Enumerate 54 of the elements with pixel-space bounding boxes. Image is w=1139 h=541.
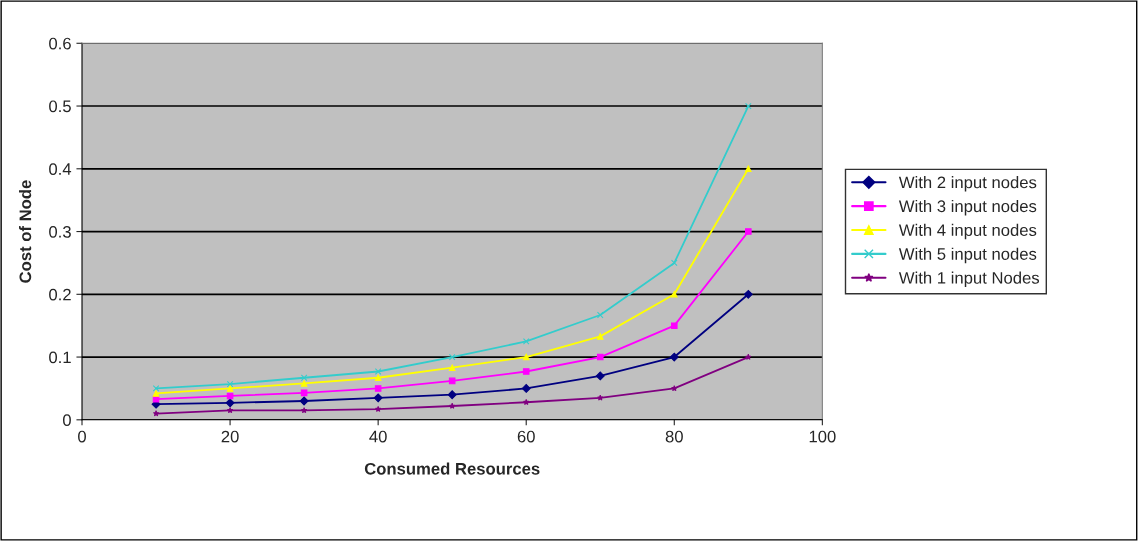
point: [522, 338, 530, 345]
point: [670, 322, 678, 329]
legend-label: With 5 input nodes: [898, 247, 1037, 264]
x-tick-label: 100: [809, 430, 836, 443]
point: [521, 383, 531, 393]
y-tick-label: 0.3: [49, 225, 71, 238]
point: [597, 394, 604, 401]
y-tick-label: 0.4: [49, 163, 72, 175]
point: [596, 353, 604, 361]
point: [669, 352, 679, 362]
point: [300, 374, 308, 382]
y-tick-label: 0.6: [49, 37, 71, 50]
point: [225, 398, 235, 408]
point: [300, 380, 308, 387]
point: [226, 407, 234, 414]
y-tick-label: 0.5: [49, 100, 71, 113]
x-tick-label: 80: [665, 430, 683, 443]
point: [373, 393, 383, 403]
point: [595, 371, 605, 381]
point: [152, 390, 160, 397]
x-tick-label: 40: [369, 430, 387, 443]
point: [745, 228, 752, 235]
y-tick-label: 0.2: [49, 288, 71, 301]
x-axis-title: Consumed Resources: [364, 462, 540, 475]
point: [596, 333, 604, 340]
point: [374, 405, 382, 412]
point: [226, 385, 234, 392]
point: [670, 259, 678, 267]
y-tick-label: 0.1: [49, 351, 71, 364]
legend-label: With 4 input nodes: [898, 223, 1037, 240]
point: [152, 410, 160, 417]
point: [447, 390, 457, 400]
y-axis-title: Cost of Node: [19, 180, 32, 283]
point: [670, 291, 678, 298]
point: [743, 289, 753, 299]
x-tick-label: 20: [221, 430, 239, 443]
point: [374, 368, 382, 375]
point: [523, 398, 530, 406]
legend-label: With 3 input nodes: [898, 199, 1037, 216]
x-tick-label: 0: [78, 430, 86, 443]
point: [299, 396, 309, 406]
point: [374, 385, 382, 392]
point: [745, 165, 752, 173]
legend-label: With 1 input Nodes: [898, 271, 1040, 288]
legend-label: With 2 input nodes: [898, 176, 1037, 192]
point: [671, 385, 678, 392]
point: [745, 102, 752, 110]
point: [374, 374, 382, 382]
point: [300, 407, 308, 414]
point: [152, 385, 160, 392]
x-tick-label: 60: [517, 430, 535, 443]
y-tick-label: 0: [62, 414, 71, 427]
point: [448, 364, 456, 372]
point: [522, 368, 530, 375]
